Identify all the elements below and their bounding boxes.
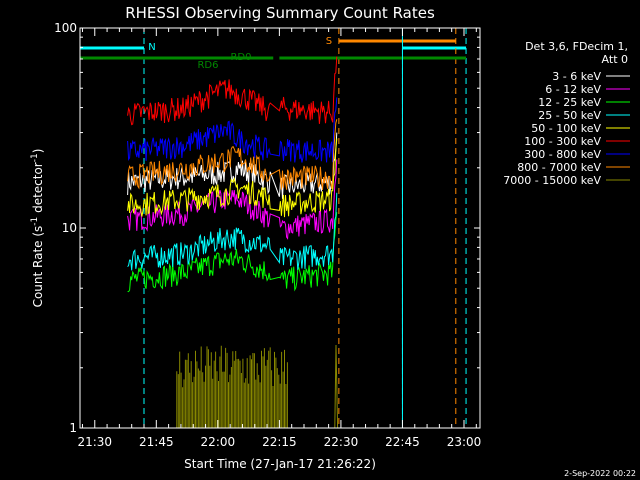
legend-header-line2: Att 0	[602, 53, 628, 66]
flag-label-rd6: RD6	[197, 60, 218, 71]
flag-label-s: S	[326, 36, 332, 47]
legend-header-line1: Det 3,6, FDecim 1,	[525, 40, 628, 53]
legend-label-1: 6 - 12 keV	[545, 83, 601, 96]
series-2-line	[127, 212, 338, 293]
legend-label-7: 800 - 7000 keV	[517, 161, 601, 174]
legend-label-8: 7000 - 15000 keV	[503, 174, 601, 187]
x-tick-label-5: 22:45	[385, 435, 420, 449]
series-1-line	[127, 159, 338, 240]
series-6-line	[127, 97, 338, 163]
series-layer	[127, 56, 339, 429]
legend-label-4: 50 - 100 keV	[531, 122, 601, 135]
legend-label-6: 300 - 800 keV	[524, 148, 601, 161]
flag-label-n: N	[148, 42, 155, 53]
series-5-line	[127, 56, 338, 126]
x-axis-ticks: 21:30 21:45 22:00 22:15 22:30 22:45 23:00	[77, 28, 481, 449]
series-8-line	[176, 344, 339, 429]
x-axis-label: Start Time (27-Jan-17 21:26:22)	[184, 457, 376, 471]
x-tick-label-4: 22:30	[324, 435, 359, 449]
x-tick-label-3: 22:15	[262, 435, 297, 449]
y-tick-label-1: 10	[62, 221, 77, 235]
y-axis-label-sup2: -1	[30, 153, 40, 162]
series-4-line	[127, 138, 338, 218]
y-axis-label: Count Rate (s-1 detector-1)	[30, 149, 45, 308]
legend-label-0: 3 - 6 keV	[552, 70, 601, 83]
series-7-line	[127, 119, 338, 191]
x-tick-label-0: 21:30	[77, 435, 112, 449]
footer-date: 2-Sep-2022 00:22	[564, 469, 636, 478]
x-tick-label-2: 22:00	[201, 435, 236, 449]
legend-label-2: 12 - 25 keV	[538, 96, 601, 109]
y-axis-label-main: Count Rate (s	[31, 226, 45, 308]
y-axis-label-mid: detector	[31, 162, 45, 217]
series-3-line	[127, 192, 338, 271]
y-tick-label-0: 100	[54, 21, 77, 35]
y-axis-ticks: 100 10 1	[54, 21, 480, 435]
chart-title: RHESSI Observing Summary Count Rates	[125, 4, 435, 22]
y-axis-label-end: )	[31, 149, 45, 154]
series-0-line	[127, 132, 338, 199]
y-tick-label-2: 1	[69, 421, 77, 435]
legend-label-5: 100 - 300 keV	[524, 135, 601, 148]
flag-label-rd0: RD0	[230, 52, 251, 63]
legend-label-3: 25 - 50 keV	[538, 109, 601, 122]
x-tick-label-6: 23:00	[447, 435, 482, 449]
x-tick-label-1: 21:45	[139, 435, 174, 449]
y-axis-label-sup1: -1	[30, 217, 40, 226]
